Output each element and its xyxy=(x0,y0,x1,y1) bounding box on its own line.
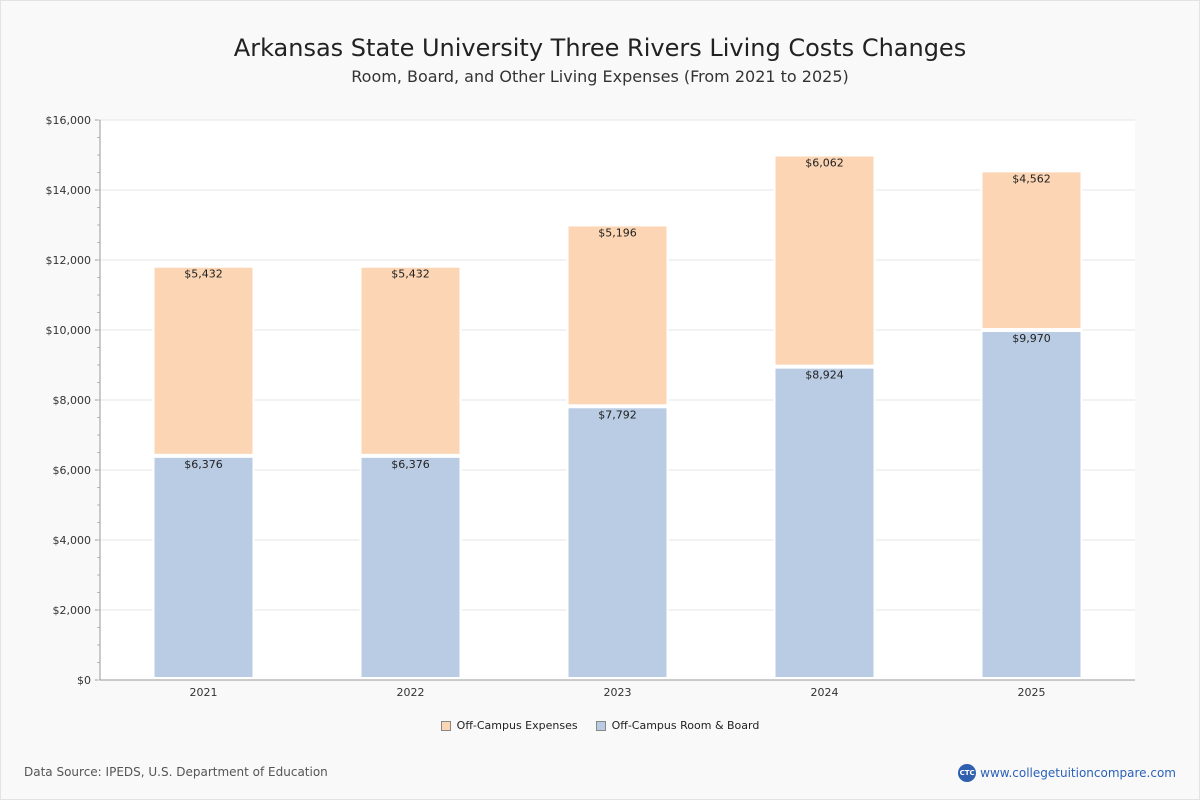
brand-link[interactable]: CTC www.collegetuitioncompare.com xyxy=(958,764,1176,782)
bar-expenses-2025 xyxy=(980,170,1083,331)
x-tick-label: 2022 xyxy=(397,686,425,699)
y-tick-label: $10,000 xyxy=(46,324,92,337)
data-label: $6,376 xyxy=(184,458,223,471)
y-tick-label: $14,000 xyxy=(46,184,92,197)
chart-subtitle: Room, Board, and Other Living Expenses (… xyxy=(351,67,849,86)
data-label: $5,432 xyxy=(184,268,223,281)
bar-room-board-2024 xyxy=(773,366,876,679)
bar-expenses-2021 xyxy=(152,265,255,456)
legend-item-expenses[interactable]: Off-Campus Expenses xyxy=(440,719,578,732)
legend-swatch-room-board xyxy=(595,720,606,731)
data-label: $7,792 xyxy=(598,408,637,421)
y-tick-label: $2,000 xyxy=(53,604,92,617)
chart-title: Arkansas State University Three Rivers L… xyxy=(233,34,967,62)
data-label: $4,562 xyxy=(1012,172,1051,185)
y-tick-label: $16,000 xyxy=(46,114,92,127)
legend-label-expenses: Off-Campus Expenses xyxy=(456,719,578,732)
legend-label-room-board: Off-Campus Room & Board xyxy=(611,719,760,732)
bar-room-board-2025 xyxy=(980,330,1083,679)
y-tick-label: $6,000 xyxy=(53,464,92,477)
x-tick-label: 2025 xyxy=(1018,686,1046,699)
bar-expenses-2024 xyxy=(773,154,876,367)
data-label: $6,376 xyxy=(391,458,430,471)
x-tick-label: 2021 xyxy=(190,686,218,699)
legend-swatch-expenses xyxy=(440,720,451,731)
data-label: $5,432 xyxy=(391,268,430,281)
bar-expenses-2022 xyxy=(359,265,462,456)
brand-url: www.collegetuitioncompare.com xyxy=(980,766,1176,780)
x-tick-label: 2023 xyxy=(604,686,632,699)
x-tick-label: 2024 xyxy=(811,686,839,699)
y-tick-label: $12,000 xyxy=(46,254,92,267)
bar-room-board-2021 xyxy=(152,455,255,679)
data-label: $5,196 xyxy=(598,226,637,239)
bar-room-board-2022 xyxy=(359,455,462,679)
y-tick-label: $0 xyxy=(77,674,91,687)
chart-legend: Off-Campus Expenses Off-Campus Room & Bo… xyxy=(0,719,1200,732)
y-tick-label: $8,000 xyxy=(53,394,92,407)
data-label: $6,062 xyxy=(805,156,844,169)
bar-room-board-2023 xyxy=(566,406,669,679)
legend-item-room-board[interactable]: Off-Campus Room & Board xyxy=(595,719,760,732)
data-label: $9,970 xyxy=(1012,332,1051,345)
data-label: $8,924 xyxy=(805,369,844,382)
y-tick-label: $4,000 xyxy=(53,534,92,547)
data-source: Data Source: IPEDS, U.S. Department of E… xyxy=(24,765,328,779)
bar-expenses-2023 xyxy=(566,224,669,407)
brand-logo-icon: CTC xyxy=(958,764,977,782)
